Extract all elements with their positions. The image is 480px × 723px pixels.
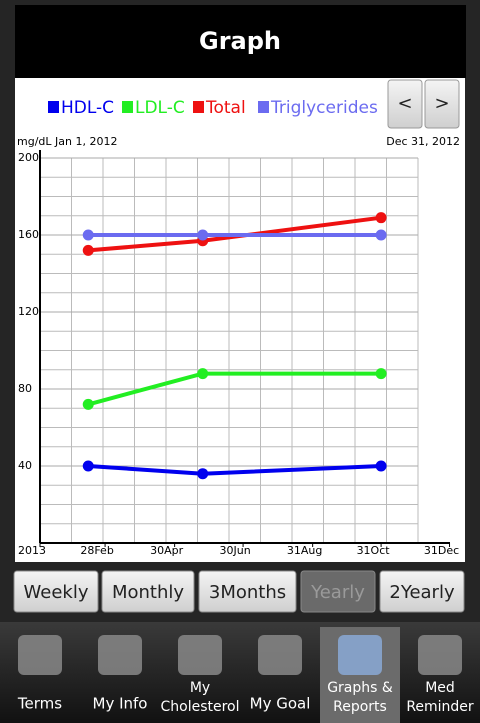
tab-label[interactable]: Cholesterol — [160, 699, 239, 715]
range-button-label[interactable]: Monthly — [112, 582, 184, 603]
x-tick-label: 31Aug — [287, 544, 322, 557]
y-tick-label: 120 — [18, 305, 39, 318]
tab-icon[interactable] — [98, 635, 142, 675]
x-tick-label: 30Jun — [219, 544, 250, 557]
tab-label[interactable]: My — [190, 680, 210, 696]
data-point — [197, 368, 209, 380]
range-button-label[interactable]: 3Months — [209, 582, 286, 603]
data-point — [197, 468, 209, 480]
range-button[interactable] — [198, 570, 297, 613]
legend-label: LDL-C — [135, 98, 185, 118]
x-tick-label: 28Feb — [80, 544, 113, 557]
tab-icon[interactable] — [18, 635, 62, 675]
tab-label[interactable]: Med — [425, 680, 455, 696]
legend-swatch — [193, 101, 204, 113]
nav-button[interactable] — [424, 79, 460, 129]
x-tick-label: 31Oct — [357, 544, 391, 557]
legend-swatch — [48, 101, 59, 113]
x-tick-label: 2013 — [18, 544, 46, 557]
legend-swatch — [258, 101, 269, 113]
data-point — [82, 244, 94, 256]
y-tick-label: 160 — [18, 228, 39, 241]
tab-label[interactable]: Reports — [333, 699, 387, 715]
tab-label[interactable]: My Goal — [250, 695, 311, 713]
start-label: Jan 1, 2012 — [54, 135, 117, 148]
y-tick-label: 40 — [18, 459, 32, 472]
y-tick-label: 80 — [18, 382, 32, 395]
legend-label: Triglycerides — [270, 98, 378, 118]
y-tick-label: 200 — [18, 151, 39, 164]
y-axis-label: mg/dL — [17, 135, 52, 148]
data-point — [82, 460, 94, 472]
nav-button-label[interactable]: > — [434, 93, 449, 114]
tab-label[interactable]: Terms — [17, 695, 62, 713]
data-point — [375, 368, 387, 380]
legend-label: HDL-C — [61, 98, 114, 118]
range-button[interactable] — [13, 570, 99, 613]
nav-button-label[interactable]: < — [397, 93, 412, 114]
tab-label[interactable]: Graphs & — [327, 680, 393, 696]
data-point — [375, 460, 387, 472]
data-point — [82, 398, 94, 410]
x-tick-label: 31Dec — [424, 544, 459, 557]
tab-icon[interactable] — [418, 635, 462, 675]
tab-label[interactable]: My Info — [93, 695, 148, 713]
range-button-label[interactable]: Weekly — [24, 582, 89, 603]
legend-swatch — [122, 101, 133, 113]
nav-button[interactable] — [387, 79, 423, 129]
title-bar — [15, 5, 466, 78]
range-button-label[interactable]: Yearly — [310, 582, 365, 603]
x-tick-label: 30Apr — [150, 544, 184, 557]
data-point — [197, 229, 209, 241]
legend-label: Total — [205, 98, 246, 118]
chart-panel — [15, 78, 465, 562]
tab-icon[interactable] — [338, 635, 382, 675]
data-point — [375, 212, 387, 224]
range-button[interactable] — [300, 570, 376, 613]
range-button[interactable] — [379, 570, 465, 613]
tab-label[interactable]: Reminder — [406, 699, 474, 715]
range-button-label[interactable]: 2Yearly — [389, 582, 455, 603]
end-label: Dec 31, 2012 — [386, 135, 460, 148]
tab-icon[interactable] — [258, 635, 302, 675]
data-point — [375, 229, 387, 241]
range-button[interactable] — [101, 570, 195, 613]
data-point — [82, 229, 94, 241]
title: Graph — [199, 27, 281, 55]
tab-icon[interactable] — [178, 635, 222, 675]
